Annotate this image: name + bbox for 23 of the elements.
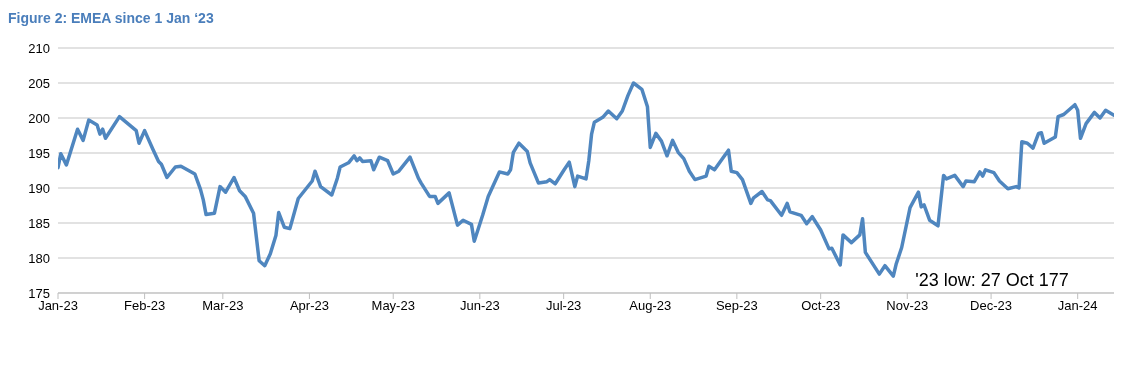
chart-title: Figure 2: EMEA since 1 Jan ‘23 [8, 9, 215, 28]
x-tick-label: Aug-23 [629, 298, 672, 314]
y-tick-label: 195 [28, 145, 50, 161]
x-tick-label: Jan-23 [38, 298, 78, 314]
y-tick-label: 180 [28, 250, 50, 266]
x-tick-label: Jun-23 [459, 298, 500, 314]
x-tick-label: Sep-23 [715, 298, 758, 314]
annotation: '23 low: 27 Oct 177 [915, 269, 1069, 290]
y-tick-label: 190 [28, 180, 50, 196]
y-tick-label: 185 [28, 215, 50, 231]
x-tick-label: Nov-23 [886, 298, 929, 314]
y-tick-label: 205 [28, 75, 50, 91]
y-tick-label: 210 [28, 40, 50, 56]
x-tick-label: Jan-24 [1057, 298, 1098, 314]
x-tick-label: Jul-23 [545, 298, 582, 314]
x-tick-label: Mar-23 [202, 298, 244, 314]
x-tick-label: Oct-23 [801, 298, 841, 314]
x-tick-label: Dec-23 [970, 298, 1013, 314]
y-tick-label: 175 [28, 285, 50, 301]
x-tick-label: May-23 [371, 298, 415, 314]
y-tick-label: 200 [28, 110, 50, 126]
x-tick-label: Feb-23 [124, 298, 166, 314]
x-tick-label: Apr-23 [289, 298, 329, 314]
